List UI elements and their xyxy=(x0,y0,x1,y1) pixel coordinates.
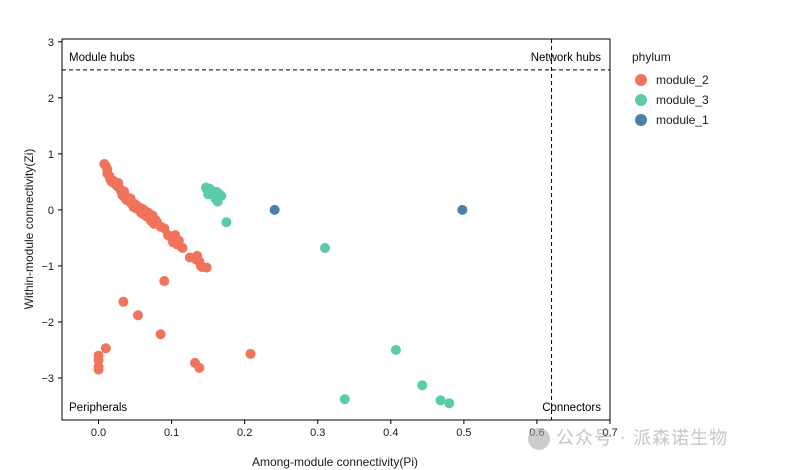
x-tick-label: 0.5 xyxy=(456,427,471,439)
x-tick-label: 0.2 xyxy=(237,427,252,439)
data-point xyxy=(320,242,331,253)
x-tick-label: 0.3 xyxy=(310,427,325,439)
data-point xyxy=(417,380,428,391)
legend-label: module_2 xyxy=(656,73,709,87)
data-point xyxy=(269,204,280,215)
y-tick-label: −2 xyxy=(41,317,54,329)
x-tick-label: 0.7 xyxy=(602,427,617,439)
data-point xyxy=(339,394,350,405)
data-point xyxy=(159,276,170,287)
data-points xyxy=(93,158,468,409)
legend-label: module_1 xyxy=(656,113,709,127)
y-tick-label: 3 xyxy=(48,37,54,49)
data-point xyxy=(93,364,104,375)
data-point xyxy=(245,348,256,359)
data-point xyxy=(132,310,143,321)
data-point xyxy=(177,242,188,253)
data-point xyxy=(155,329,166,340)
legend: phylum module_2 module_3 module_1 xyxy=(632,50,709,127)
quadrant-label-network-hubs: Network hubs xyxy=(531,52,602,64)
watermark: 公众号 · 派森诺生物 xyxy=(528,424,728,450)
x-tick-label: 0.1 xyxy=(164,427,179,439)
legend-title: phylum xyxy=(632,50,671,64)
plot-area xyxy=(61,38,611,421)
threshold-lines xyxy=(62,39,610,420)
y-axis-title: Within-module connectivity(Zi) xyxy=(22,149,36,310)
data-point xyxy=(201,262,212,273)
y-tick-label: −1 xyxy=(41,261,54,273)
legend-label: module_3 xyxy=(656,93,709,107)
series-module-2 xyxy=(93,158,256,375)
quadrant-label-peripherals: Peripherals xyxy=(69,402,127,414)
wechat-icon xyxy=(528,428,550,450)
data-point xyxy=(118,296,129,307)
data-point xyxy=(457,204,468,215)
x-tick-label: 0.0 xyxy=(91,427,106,439)
x-tick-label: 0.4 xyxy=(383,427,398,439)
quadrant-label-module-hubs: Module hubs xyxy=(69,52,135,64)
series-module-1 xyxy=(269,204,468,215)
x-axis-title: Among-module connectivity(Pi) xyxy=(252,455,418,469)
y-axis: 3 2 1 0 −1 −2 −3 xyxy=(41,37,62,385)
data-point xyxy=(435,395,446,406)
legend-marker xyxy=(635,114,647,126)
watermark-text: 公众号 · 派森诺生物 xyxy=(556,428,729,449)
legend-marker xyxy=(635,74,647,86)
y-tick-label: 1 xyxy=(48,149,54,161)
data-point xyxy=(390,344,401,355)
data-point xyxy=(444,398,455,409)
plot-frame xyxy=(61,38,611,421)
data-point xyxy=(100,343,111,354)
y-tick-label: 0 xyxy=(48,205,54,217)
data-point xyxy=(221,217,232,228)
data-point xyxy=(194,362,205,373)
y-tick-label: 2 xyxy=(48,93,54,105)
data-point xyxy=(216,190,227,201)
legend-marker xyxy=(635,94,647,106)
quadrant-label-connectors: Connectors xyxy=(542,402,601,414)
y-tick-label: −3 xyxy=(41,373,54,385)
series-module-3 xyxy=(200,182,455,409)
